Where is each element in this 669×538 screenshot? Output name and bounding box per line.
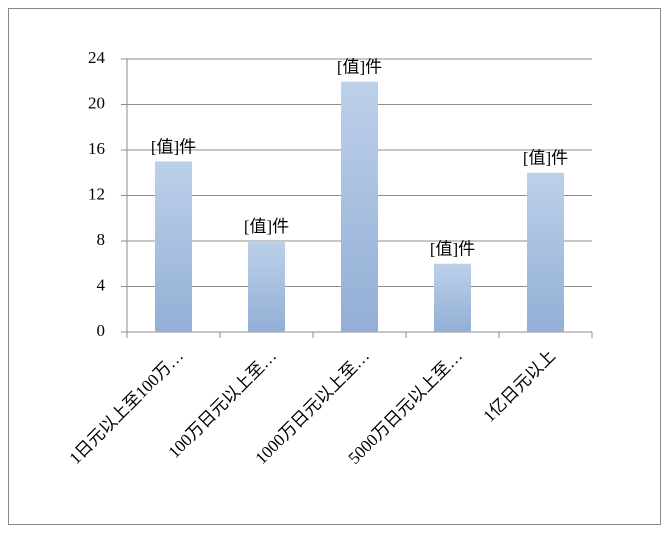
y-tick-label: 12: [88, 184, 105, 203]
bar: [341, 81, 378, 332]
bar: [527, 172, 564, 332]
y-tick-label: 4: [97, 275, 106, 294]
bar: [155, 161, 192, 332]
data-label: [值]件: [244, 217, 289, 236]
data-label: [值]件: [523, 149, 568, 168]
bar: [248, 241, 285, 332]
bar: [434, 263, 471, 332]
data-label: [值]件: [151, 137, 196, 156]
y-tick-label: 0: [97, 321, 106, 340]
y-tick-label: 24: [88, 48, 106, 67]
data-label: [值]件: [430, 240, 475, 259]
y-tick-label: 20: [88, 93, 105, 112]
y-tick-label: 16: [88, 139, 105, 158]
data-label: [值]件: [337, 58, 382, 77]
y-tick-label: 8: [97, 230, 106, 249]
